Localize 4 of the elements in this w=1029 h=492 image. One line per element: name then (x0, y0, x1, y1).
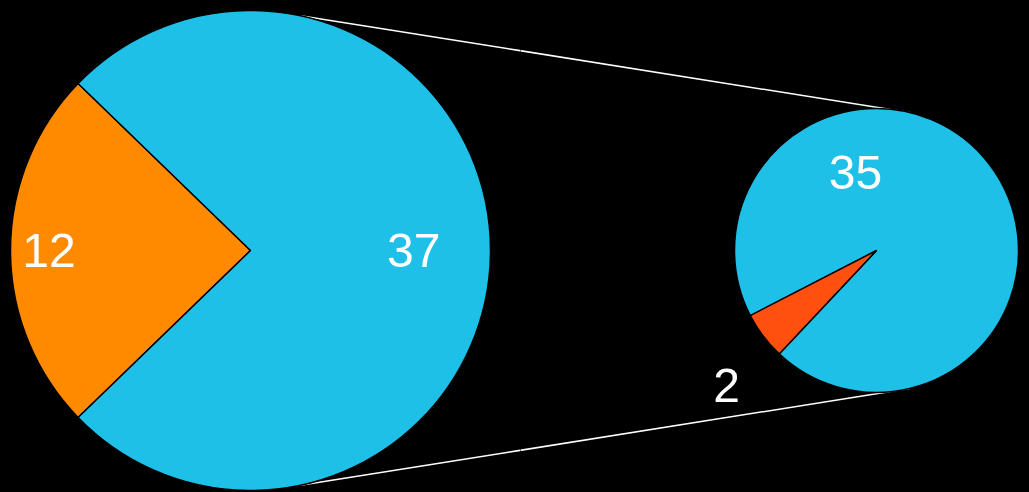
data-label: 12 (22, 224, 76, 277)
data-label: 37 (387, 224, 441, 277)
data-label: 2 (713, 358, 741, 412)
data-label: 35 (828, 145, 883, 199)
